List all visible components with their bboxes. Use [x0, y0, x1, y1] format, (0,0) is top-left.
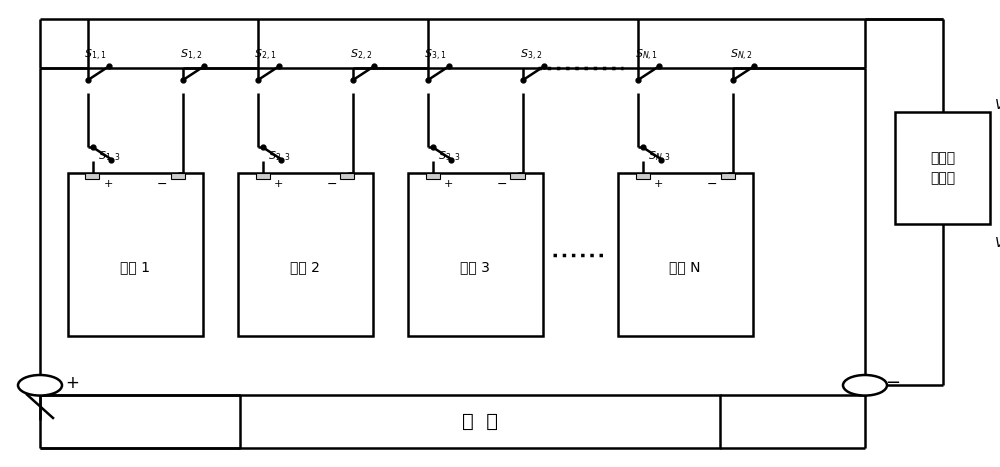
Bar: [510, 173, 524, 179]
Bar: [256, 173, 270, 179]
Text: 降压稳
压电路: 降压稳 压电路: [930, 151, 955, 185]
Bar: [426, 173, 440, 179]
Text: $S_{2,1}$: $S_{2,1}$: [254, 48, 277, 63]
Text: +: +: [654, 179, 663, 190]
Circle shape: [843, 375, 887, 396]
Text: +: +: [65, 374, 79, 392]
Text: $S_{N,3}$: $S_{N,3}$: [648, 149, 671, 164]
Bar: [238, 173, 372, 336]
Text: +: +: [444, 179, 453, 190]
Text: 电池 N: 电池 N: [669, 261, 701, 275]
Bar: [85, 173, 99, 179]
Text: $S_{2,3}$: $S_{2,3}$: [268, 149, 290, 164]
Text: $S_{3,1}$: $S_{3,1}$: [424, 48, 447, 63]
Bar: [340, 173, 354, 179]
Text: V: V: [995, 236, 1000, 250]
Text: +: +: [104, 179, 113, 190]
Text: 电池 2: 电池 2: [290, 261, 320, 275]
Text: $S_{N,1}$: $S_{N,1}$: [635, 48, 658, 63]
Text: −: −: [885, 374, 900, 392]
Text: $S_{3,3}$: $S_{3,3}$: [438, 149, 460, 164]
Text: $S_{1,1}$: $S_{1,1}$: [84, 48, 107, 63]
Text: 负  载: 负 载: [462, 412, 498, 431]
Text: $S_{3,2}$: $S_{3,2}$: [520, 48, 542, 63]
Circle shape: [18, 375, 62, 396]
Text: $S_{1,3}$: $S_{1,3}$: [98, 149, 120, 164]
Bar: [408, 173, 542, 336]
Bar: [720, 173, 734, 179]
Text: $S_{2,2}$: $S_{2,2}$: [350, 48, 372, 63]
Text: 电池 3: 电池 3: [460, 261, 490, 275]
Bar: [636, 173, 650, 179]
Text: $S_{N,2}$: $S_{N,2}$: [730, 48, 753, 63]
Text: −: −: [156, 178, 167, 191]
Text: 电池 1: 电池 1: [120, 261, 150, 275]
Text: −: −: [706, 178, 717, 191]
Bar: [618, 173, 753, 336]
Bar: [240, 395, 720, 448]
Text: −: −: [496, 178, 507, 191]
Text: $S_{1,2}$: $S_{1,2}$: [180, 48, 202, 63]
Text: +: +: [274, 179, 283, 190]
Bar: [170, 173, 184, 179]
Text: −: −: [326, 178, 337, 191]
Text: V: V: [995, 98, 1000, 112]
Bar: [68, 173, 202, 336]
Bar: [895, 112, 990, 224]
